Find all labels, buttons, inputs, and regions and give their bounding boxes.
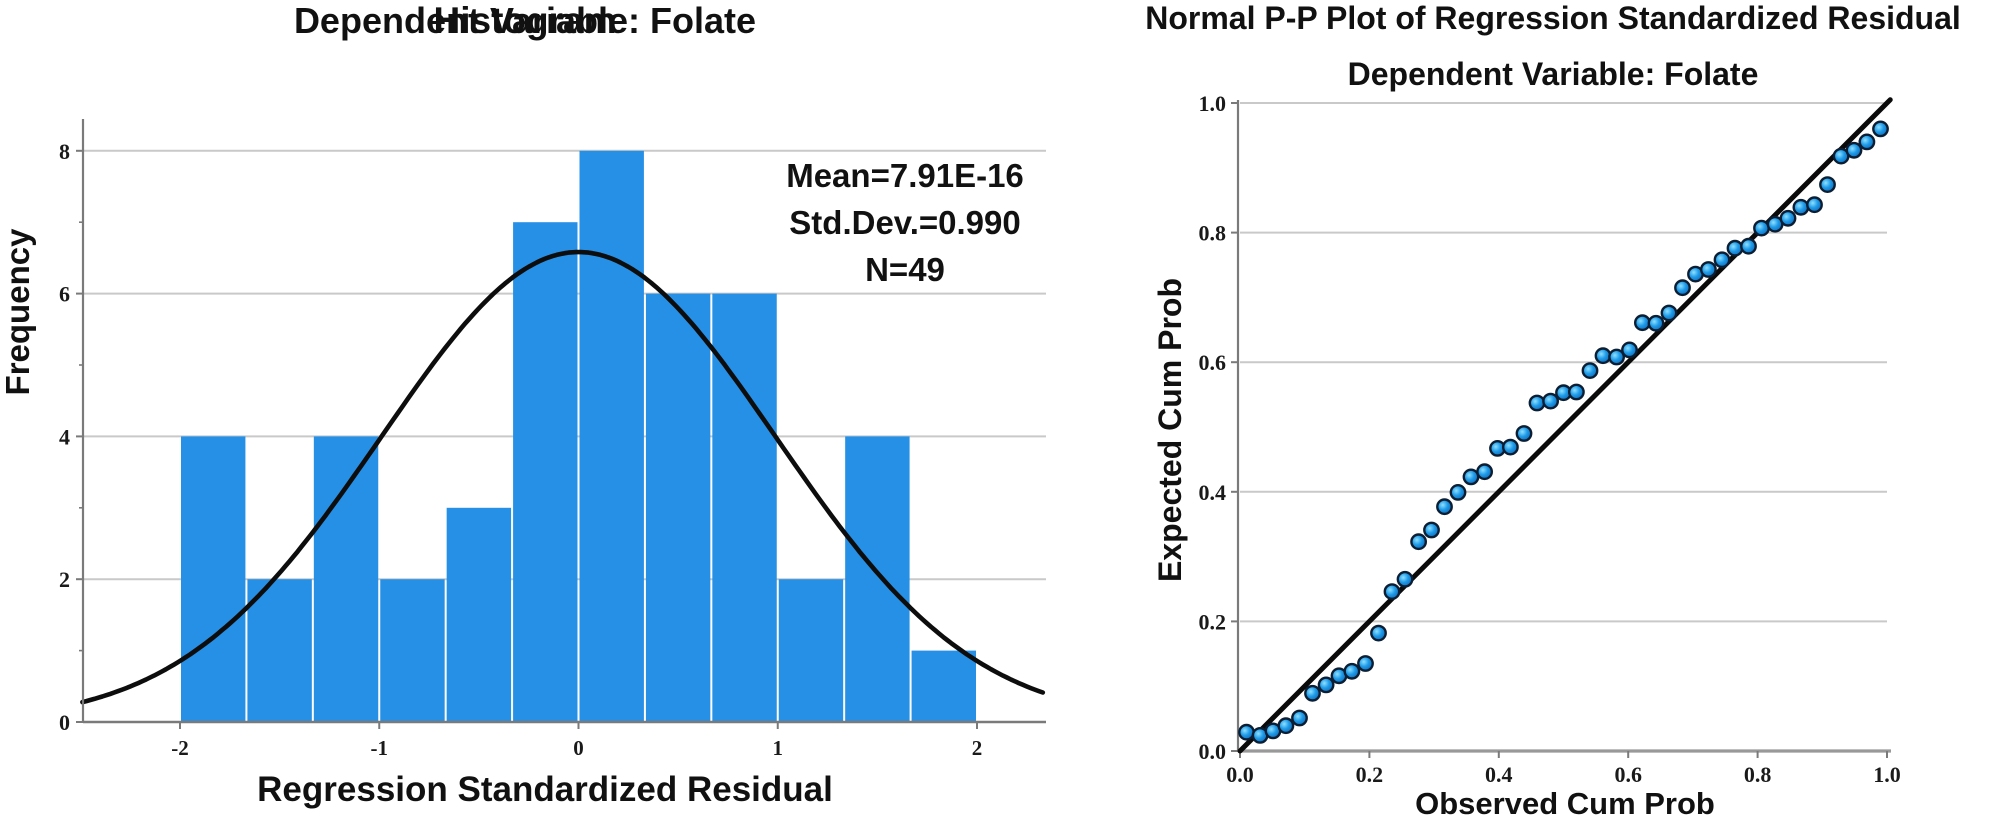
pp-point (1621, 341, 1638, 359)
pp-point (1476, 463, 1494, 481)
histogram-bar (313, 436, 379, 722)
x-tick-label: -2 (171, 736, 189, 760)
x-tick-label: 0.2 (1356, 762, 1384, 787)
y-tick-label: 1.0 (1199, 91, 1227, 116)
histogram-bar (446, 507, 512, 722)
stat-mean: Mean=7.91E-16 (786, 157, 1024, 194)
histogram-bar (645, 293, 711, 722)
pp-point (1608, 348, 1626, 366)
stat-n: N=49 (865, 251, 945, 288)
pp-point (1858, 133, 1876, 151)
pp-point (1357, 655, 1374, 672)
y-tick-label: 2 (59, 567, 70, 592)
x-tick-label: 0.8 (1744, 762, 1772, 787)
pp-point (1792, 198, 1810, 216)
pp-point (1740, 237, 1757, 255)
y-tick-label: 8 (59, 139, 70, 164)
pp-title: Normal P-P Plot of Regression Standardiz… (1145, 0, 1961, 36)
x-tick-label: 2 (972, 736, 983, 760)
pp-subtitle: Dependent Variable: Folate (1347, 56, 1759, 92)
x-tick-label: 1 (773, 736, 784, 760)
pp-y-axis-label: Expected Cum Prob (1151, 277, 1188, 583)
pp-plot: 0.0 0.2 0.4 0.6 0.8 1.0 0.0 0.2 0.4 0.6 0.8 1.0 (1199, 91, 1901, 787)
pp-point (1436, 498, 1453, 516)
x-tick-label: 1.0 (1873, 762, 1901, 787)
pp-point (1396, 570, 1414, 588)
x-tick-label: 0.6 (1614, 762, 1642, 787)
y-tick-label: 0 (59, 710, 70, 735)
pp-point (1383, 583, 1401, 600)
pp-point (1700, 261, 1717, 278)
x-tick-label: 0.4 (1485, 762, 1513, 787)
x-tick-label: 0.0 (1226, 762, 1254, 787)
pp-point (1277, 717, 1295, 735)
pp-point (1410, 533, 1428, 551)
pp-point (1581, 362, 1599, 379)
y-tick-label: 0.6 (1199, 350, 1227, 375)
pp-point (1753, 219, 1770, 237)
histogram-bar (911, 650, 976, 722)
pp-point (1515, 425, 1533, 442)
pp-point (1370, 624, 1387, 642)
pp-point (1502, 438, 1519, 456)
pp-point (1238, 723, 1255, 741)
histogram-stats-box: Mean=7.91E-16 Std.Dev.=0.990 N=49 (760, 152, 1050, 293)
y-tick-label: 4 (59, 424, 70, 449)
histogram-bar (579, 150, 644, 723)
pp-point (1674, 279, 1691, 297)
pp-point (1462, 468, 1480, 486)
histogram-bar (181, 436, 246, 722)
histogram-bar (513, 222, 578, 722)
pp-point (1343, 662, 1361, 680)
pp-point (1872, 120, 1889, 138)
y-tick-label: 0.8 (1199, 221, 1227, 246)
pp-point (1634, 314, 1651, 332)
pp-points (1238, 120, 1889, 744)
pp-x-axis-label: Observed Cum Prob (1415, 786, 1715, 821)
stat-stddev: Std.Dev.=0.990 (789, 204, 1021, 241)
pp-point (1726, 239, 1744, 257)
pp-point (1779, 209, 1797, 227)
pp-point (1291, 709, 1308, 727)
histogram-bar (380, 579, 445, 722)
pp-point (1423, 521, 1440, 539)
pp-point (1304, 684, 1321, 702)
reference-line (1237, 97, 1893, 754)
histogram-plot: 0 2 4 6 8 -2 -1 0 1 2 (59, 119, 1046, 760)
histogram-y-axis-label: Frequency (0, 228, 36, 396)
y-tick-label: 0.0 (1199, 739, 1227, 764)
normal-curve (80, 249, 1046, 705)
pp-point (1819, 176, 1836, 194)
histogram-x-axis-label: Regression Standardized Residual (257, 770, 833, 809)
pp-point (1647, 314, 1665, 332)
histogram-bar (247, 579, 312, 722)
pp-point (1449, 483, 1467, 501)
y-tick-label: 0.2 (1199, 609, 1227, 634)
y-tick-label: 0.4 (1199, 480, 1227, 505)
histogram-bar (778, 579, 844, 722)
x-tick-label: -1 (371, 736, 389, 760)
pp-point (1713, 251, 1731, 269)
histogram-title: Histogram (433, 0, 617, 41)
pp-point (1660, 304, 1678, 322)
pp-point (1542, 392, 1560, 410)
pp-point (1594, 347, 1612, 365)
y-tick-label: 6 (59, 282, 70, 307)
pp-point (1317, 676, 1335, 694)
pp-point (1528, 394, 1546, 412)
pp-point (1568, 383, 1585, 401)
x-tick-label: 0 (573, 736, 584, 760)
histogram-bar (845, 436, 910, 722)
pp-point (1806, 196, 1823, 214)
histogram-subtitle: Dependent Variable: Folate (293, 0, 757, 41)
pp-point (1845, 141, 1863, 159)
